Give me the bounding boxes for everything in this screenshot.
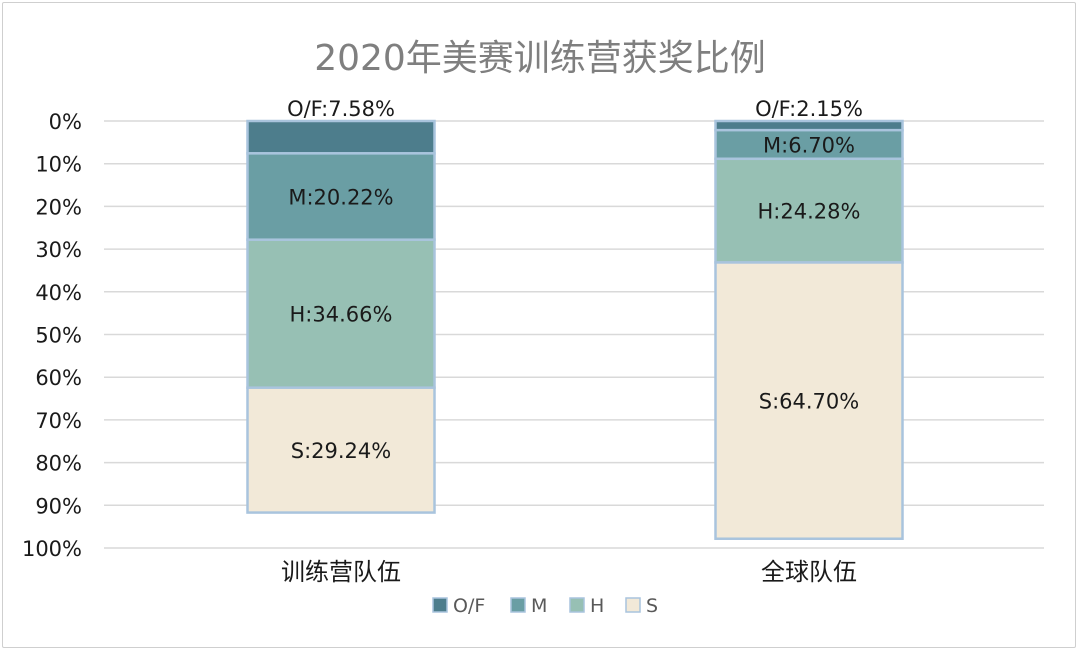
bar-segment-of xyxy=(246,119,436,155)
data-label: H:34.66% xyxy=(290,303,393,327)
legend-swatch-of xyxy=(432,597,448,613)
y-tick-label: 40% xyxy=(35,281,82,305)
data-label: S:29.24% xyxy=(291,439,391,463)
data-label: O/F:2.15% xyxy=(755,97,863,121)
data-label: M:6.70% xyxy=(763,133,855,157)
legend-swatch-s xyxy=(625,597,641,613)
bar-segment-s xyxy=(246,386,436,514)
y-axis: 0% 10% 20% 30% 40% 50% 60% 70% 80% 90% 100% xyxy=(22,110,82,561)
legend-swatch-m xyxy=(510,597,526,613)
data-label: M:20.22% xyxy=(288,186,393,210)
y-tick-label: 50% xyxy=(35,324,82,348)
x-tick-label: 训练营队伍 xyxy=(281,558,401,586)
data-label: O/F:7.58% xyxy=(287,97,395,121)
y-tick-label: 90% xyxy=(35,494,82,518)
data-label: S:64.70% xyxy=(759,390,859,414)
y-tick-label: 0% xyxy=(49,110,82,134)
bar-segment-s xyxy=(714,261,904,540)
legend: O/F M H S xyxy=(432,595,658,617)
legend-label: S xyxy=(646,595,658,617)
y-tick-label: 10% xyxy=(35,153,82,177)
x-axis: 训练营队伍 全球队伍 xyxy=(281,558,857,586)
y-tick-label: 80% xyxy=(35,452,82,476)
y-tick-label: 20% xyxy=(35,195,82,219)
bar-segment-m xyxy=(246,152,436,241)
bar-layer: O/F:7.58% M:20.22% H:34.66% S:29.24% O/F:2.1… xyxy=(246,97,904,540)
data-label: H:24.28% xyxy=(758,200,861,224)
chart-title: 2020年美赛训练营获奖比例 xyxy=(314,38,766,79)
y-tick-label: 100% xyxy=(22,537,82,561)
y-tick-label: 70% xyxy=(35,409,82,433)
legend-label: M xyxy=(531,595,547,617)
legend-label: H xyxy=(590,595,604,617)
x-tick-label: 全球队伍 xyxy=(761,558,857,586)
bar-segment-h xyxy=(246,238,436,389)
bar-segment-h xyxy=(714,157,904,264)
legend-swatch-h xyxy=(569,597,585,613)
y-tick-label: 30% xyxy=(35,238,82,262)
y-tick-label: 60% xyxy=(35,366,82,390)
legend-label: O/F xyxy=(453,595,485,617)
bar-segment-of xyxy=(714,119,904,132)
